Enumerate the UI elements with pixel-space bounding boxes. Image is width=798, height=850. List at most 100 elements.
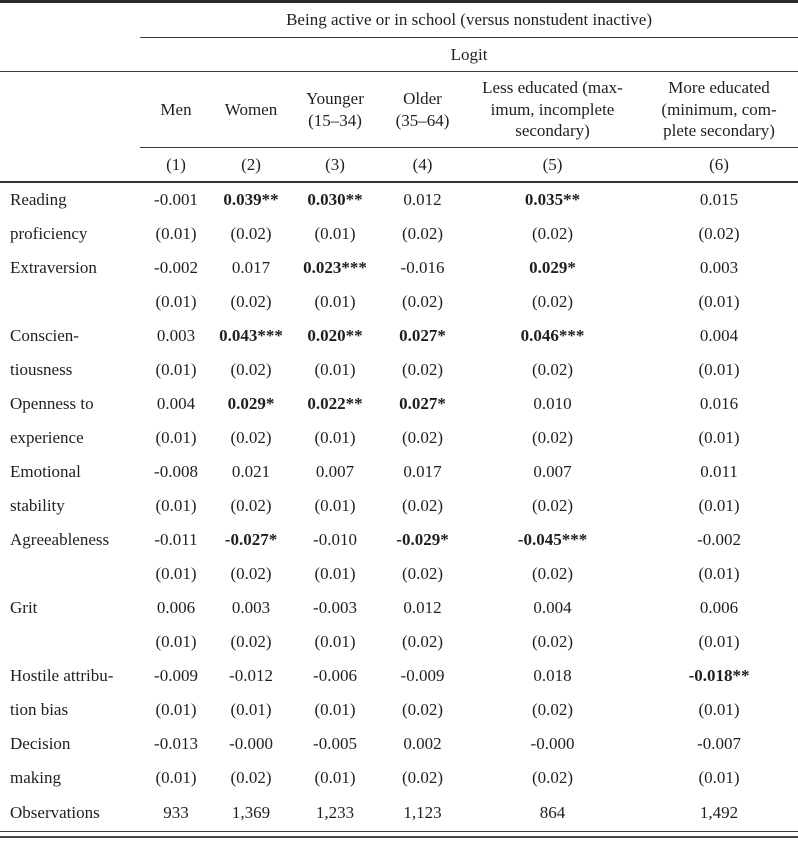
label-line: Grit bbox=[10, 598, 38, 617]
coef-cell: 0.007 bbox=[315, 462, 355, 481]
se-cell: (0.01) bbox=[698, 496, 740, 515]
column-header-row: Men Women Younger (15–34) Older (35–64) Less e… bbox=[0, 71, 798, 148]
coef-cell: -0.011 bbox=[154, 530, 198, 549]
se-cell: (0.02) bbox=[531, 428, 574, 447]
label-line: Conscien- bbox=[10, 326, 79, 345]
coef-cell: -0.029* bbox=[396, 530, 449, 549]
label-line: tiousness bbox=[10, 360, 73, 379]
se-cell: (0.02) bbox=[698, 224, 740, 243]
label-line: Less educated (max- bbox=[482, 77, 623, 97]
column-header-older-35-64: Older (35–64) bbox=[380, 71, 465, 148]
coef-cell: 0.006 bbox=[699, 598, 739, 617]
coef-cell: 0.012 bbox=[403, 598, 442, 617]
coef-cell: 0.004 bbox=[699, 326, 739, 345]
coef-row-grit: Grit 0.006 0.003 -0.003 0.012 0.004 0.006 bbox=[0, 591, 798, 625]
coef-cell: 0.011 bbox=[700, 462, 738, 481]
label-line: Older bbox=[403, 88, 442, 108]
se-cell: (0.01) bbox=[698, 428, 740, 447]
column-number: (2) bbox=[212, 147, 290, 183]
se-cell: (0.01) bbox=[155, 700, 197, 719]
label-line: tion bias bbox=[10, 700, 69, 719]
column-number: (1) bbox=[140, 147, 212, 183]
coef-cell: 0.017 bbox=[403, 462, 442, 481]
row-label-grit: Grit bbox=[0, 591, 140, 659]
se-cell: (0.01) bbox=[155, 768, 197, 787]
observations-cell: 933 bbox=[140, 795, 212, 832]
se-cell: (0.02) bbox=[531, 700, 574, 719]
se-cell: (0.01) bbox=[155, 632, 197, 651]
se-cell: (0.01) bbox=[155, 564, 197, 583]
se-cell: (0.02) bbox=[230, 496, 272, 515]
observations-cell: 1,123 bbox=[380, 795, 465, 832]
label-line: making bbox=[10, 768, 61, 787]
corner-cell bbox=[0, 2, 140, 38]
se-cell: (0.02) bbox=[230, 224, 272, 243]
label-line: (15–34) bbox=[308, 110, 362, 130]
row-label-extraversion: Extraversion bbox=[0, 251, 140, 319]
se-cell: (0.01) bbox=[314, 224, 356, 243]
coef-cell: 0.002 bbox=[403, 734, 442, 753]
corner-cell bbox=[0, 72, 140, 148]
label-line: secondary) bbox=[515, 121, 590, 141]
se-cell: (0.02) bbox=[230, 632, 272, 651]
coef-cell: 0.003 bbox=[156, 326, 196, 345]
se-row-grit: (0.01) (0.02) (0.01) (0.02) (0.02) (0.01) bbox=[0, 625, 798, 659]
coef-cell: -0.002 bbox=[154, 258, 198, 277]
coef-row-reading-proficiency: Reading proficiency -0.001 0.039** 0.030** 0.… bbox=[0, 182, 798, 243]
coef-cell: -0.003 bbox=[313, 598, 357, 617]
column-number: (5) bbox=[465, 147, 640, 183]
se-row-openness-to-experience: (0.01) (0.02) (0.01) (0.02) (0.02) (0.01) bbox=[0, 421, 798, 455]
coef-cell: -0.001 bbox=[154, 190, 198, 209]
coef-cell: -0.000 bbox=[229, 734, 273, 753]
se-cell: (0.02) bbox=[531, 496, 574, 515]
se-row-conscien-tiousness: (0.01) (0.02) (0.01) (0.02) (0.02) (0.01) bbox=[0, 353, 798, 387]
se-cell: (0.01) bbox=[155, 292, 197, 311]
coef-cell: -0.000 bbox=[530, 734, 575, 753]
se-cell: (0.02) bbox=[401, 632, 444, 651]
group-title: Being active or in school (versus nonstu… bbox=[140, 1, 798, 38]
coef-cell: -0.027* bbox=[224, 530, 278, 549]
se-cell: (0.02) bbox=[230, 360, 272, 379]
coef-cell: 0.043*** bbox=[219, 326, 283, 345]
column-number-row: (1) (2) (3) (4) (5) (6) bbox=[0, 147, 798, 183]
coef-cell: 0.003 bbox=[231, 598, 271, 617]
regression-table: Being active or in school (versus nonstu… bbox=[0, 0, 798, 832]
table-body: Reading proficiency -0.001 0.039** 0.030** 0.… bbox=[0, 182, 798, 832]
column-header-less-educated-max-imum-incomplete-secondary: Less educated (max-imum, incomplete secon… bbox=[465, 71, 640, 148]
se-cell: (0.01) bbox=[314, 700, 356, 719]
coef-row-openness-to-experience: Openness to experience 0.004 0.029* 0.022** 0… bbox=[0, 387, 798, 447]
coef-cell: -0.009 bbox=[154, 666, 198, 685]
column-header-men: Men bbox=[140, 71, 212, 148]
coef-cell: 0.007 bbox=[533, 462, 572, 481]
label-line: Openness to bbox=[10, 394, 94, 413]
se-row-reading-proficiency: (0.01) (0.02) (0.01) (0.02) (0.02) (0.02) bbox=[0, 217, 798, 251]
group-header-row: Being active or in school (versus nonstu… bbox=[0, 1, 798, 38]
coef-cell: 0.004 bbox=[533, 598, 572, 617]
se-cell: (0.01) bbox=[155, 360, 197, 379]
row-label-hostile-attribu-tion-bias: Hostile attribu-tion bias bbox=[0, 659, 140, 727]
se-cell: (0.02) bbox=[230, 768, 272, 787]
coef-cell: 0.029* bbox=[227, 394, 275, 413]
model-title: Logit bbox=[140, 37, 798, 72]
se-cell: (0.02) bbox=[531, 768, 574, 787]
coef-cell: 0.010 bbox=[533, 394, 572, 413]
se-row-decision-making: (0.01) (0.02) (0.01) (0.02) (0.02) (0.01) bbox=[0, 761, 798, 795]
coef-cell: 0.004 bbox=[156, 394, 196, 413]
label-line: Decision bbox=[10, 734, 71, 753]
corner-cell bbox=[0, 37, 140, 72]
se-cell: (0.02) bbox=[401, 768, 444, 787]
row-label-conscien-tiousness: Conscien-tiousness bbox=[0, 319, 140, 387]
se-cell: (0.02) bbox=[401, 292, 444, 311]
se-cell: (0.02) bbox=[531, 292, 574, 311]
label-line: plete secondary) bbox=[663, 121, 775, 141]
corner-cell bbox=[0, 147, 140, 183]
observations-cell: 1,492 bbox=[640, 795, 798, 832]
se-cell: (0.02) bbox=[531, 360, 574, 379]
se-cell: (0.01) bbox=[155, 496, 197, 515]
coef-cell: 0.003 bbox=[699, 258, 739, 277]
coef-cell: 0.021 bbox=[231, 462, 271, 481]
column-header-women: Women bbox=[212, 71, 290, 148]
label-line: Agreeableness bbox=[10, 530, 110, 549]
